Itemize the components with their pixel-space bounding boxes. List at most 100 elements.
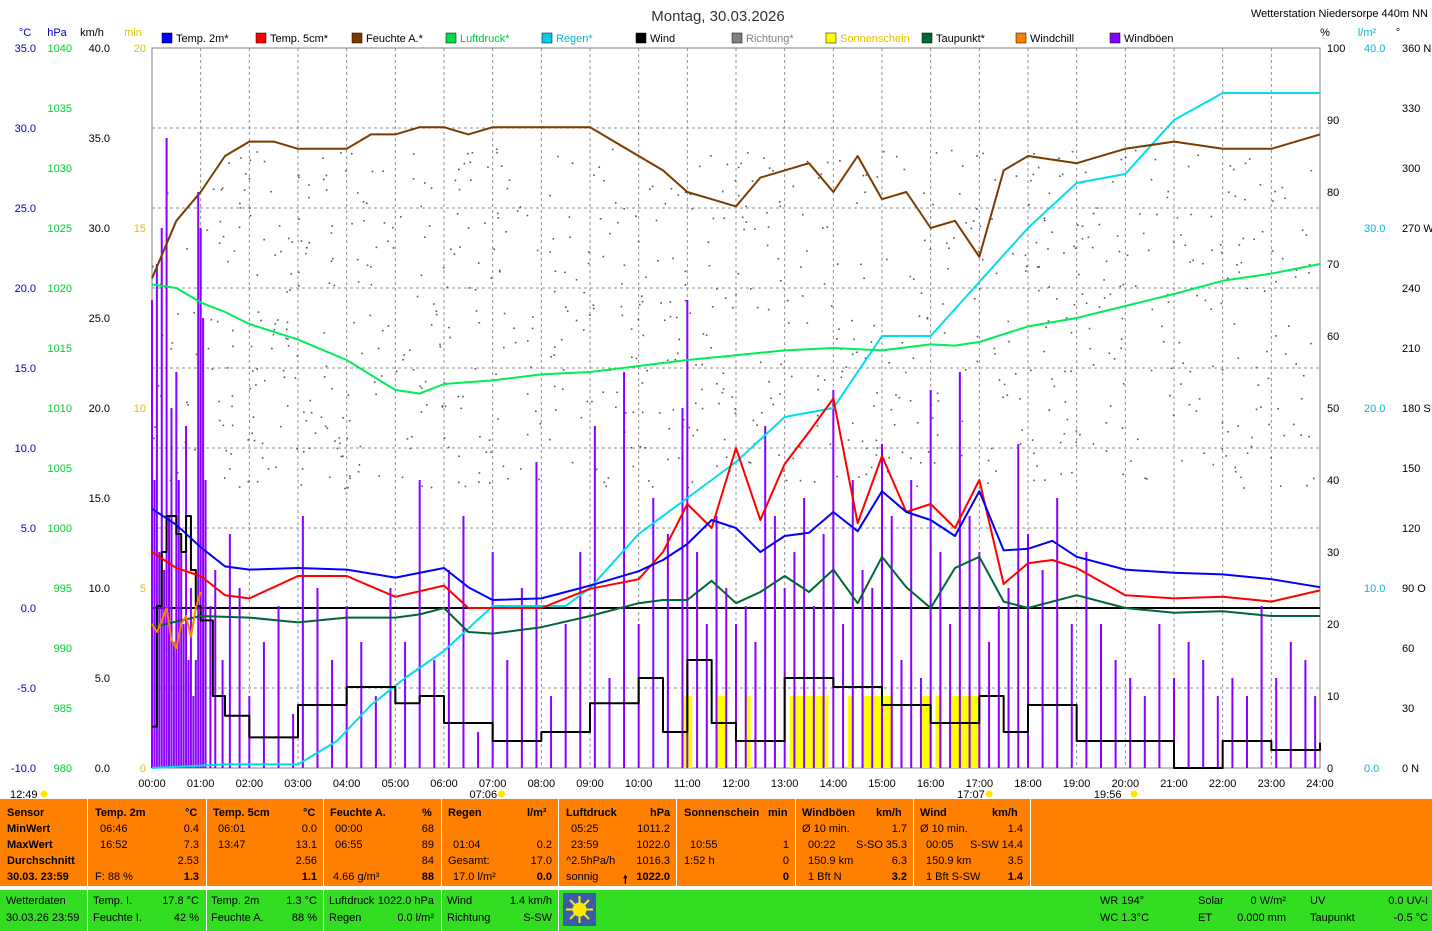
status-regen-label: Regen: [329, 912, 362, 924]
direction-dot: [206, 229, 209, 232]
direction-dot: [1003, 383, 1006, 386]
direction-dot: [323, 332, 326, 334]
windboeen-title: Windböen: [802, 807, 856, 819]
direction-dot: [221, 187, 224, 190]
direction-dot: [496, 151, 498, 154]
direction-dot: [688, 426, 691, 429]
direction-dot: [391, 226, 394, 229]
direction-dot: [270, 190, 272, 193]
direction-dot: [519, 468, 522, 470]
legend-label: Temp. 2m*: [176, 33, 229, 45]
regen-unit: l/m²: [527, 807, 547, 819]
direction-dot: [561, 388, 564, 390]
direction-dot: [227, 260, 229, 263]
direction-dot: [1255, 366, 1258, 369]
direction-dot: [890, 408, 893, 411]
direction-dot: [261, 457, 264, 459]
direction-dot: [768, 167, 771, 169]
direction-dot: [725, 456, 728, 458]
direction-dot: [726, 163, 729, 166]
x-tick-label: 09:00: [576, 778, 604, 790]
legend-label: Regen*: [556, 33, 593, 45]
windboeen-r1: 1.7: [891, 823, 907, 835]
direction-dot: [1048, 192, 1051, 195]
status-feuchte-a: 88 %: [291, 912, 317, 924]
direction-dot: [1178, 341, 1181, 344]
weather-chart: Montag, 30.03.2026 Wetterstation Nieders…: [10, 8, 1432, 799]
direction-dot: [300, 484, 303, 486]
direction-dot: [153, 437, 155, 440]
direction-dot: [411, 435, 413, 438]
feuchte-last: 88: [421, 871, 434, 883]
direction-dot: [568, 216, 571, 218]
direction-dot: [1122, 473, 1124, 476]
direction-dot: [1203, 452, 1206, 454]
direction-dot: [457, 395, 460, 398]
direction-dot: [490, 451, 492, 454]
direction-dot: [369, 314, 372, 317]
direction-dot: [1136, 438, 1139, 441]
status-uv: 0.0 UV-I: [1388, 895, 1428, 907]
direction-dot: [474, 288, 477, 291]
temp-tick-label: 25.0: [15, 203, 36, 215]
direction-dot: [1012, 252, 1014, 255]
direction-dot: [705, 334, 708, 337]
direction-dot: [1172, 414, 1175, 416]
direction-dot: [1281, 257, 1284, 260]
direction-dot: [712, 217, 715, 220]
direction-dot: [280, 250, 282, 253]
direction-dot: [263, 379, 266, 382]
direction-dot: [1198, 398, 1201, 400]
feuchte-avg: 84: [421, 855, 434, 867]
direction-dot: [1229, 165, 1232, 167]
status-temp2m-label: Temp. 2m: [211, 895, 260, 907]
direction-dot: [322, 157, 324, 159]
direction-dot: [248, 207, 251, 209]
direction-dot: [953, 237, 955, 239]
direction-dot: [648, 188, 651, 191]
direction-dot: [1255, 408, 1258, 411]
direction-dot: [348, 419, 351, 422]
direction-dot: [723, 438, 726, 441]
feuchte-title: Feuchte A.: [330, 807, 386, 819]
direction-dot: [876, 447, 879, 449]
y-axes: 35.0 30.0 25.0 20.0 15.0 10.0 5.0 0.0 -5.0 -10.0 1…: [11, 43, 1432, 775]
x-tick-label: 12:00: [722, 778, 750, 790]
direction-dot: [995, 470, 997, 473]
direction-dot: [330, 260, 333, 263]
direction-dot: [1048, 286, 1051, 288]
direction-dot: [345, 170, 347, 172]
direction-dot: [977, 250, 980, 253]
direction-dot: [471, 151, 474, 154]
deg-tick-label: 150: [1402, 463, 1420, 475]
direction-dot: [845, 366, 848, 368]
direction-dot: [526, 393, 529, 395]
direction-dot: [1173, 241, 1175, 243]
direction-dot: [232, 345, 234, 348]
direction-dot: [229, 468, 231, 470]
direction-dot: [420, 205, 423, 208]
direction-dot: [756, 306, 759, 309]
sun-marker-label: 19:56: [1094, 789, 1122, 799]
direction-dot: [751, 180, 754, 182]
direction-dot: [875, 454, 878, 456]
direction-dot: [692, 434, 695, 437]
direction-dot: [1150, 178, 1153, 181]
deg-tick-label: 300: [1402, 163, 1420, 175]
direction-dot: [569, 236, 571, 239]
direction-dot: [947, 268, 949, 270]
direction-dot: [1180, 234, 1182, 236]
direction-dot: [539, 422, 542, 425]
direction-dot: [630, 446, 633, 449]
direction-dot: [754, 228, 756, 230]
direction-dot: [1181, 459, 1183, 462]
direction-dot: [475, 310, 478, 312]
direction-dot: [392, 247, 395, 249]
status-et-label: ET: [1198, 912, 1213, 924]
direction-dot: [651, 486, 654, 488]
direction-dot: [780, 279, 782, 282]
direction-dot: [841, 370, 844, 373]
direction-dot: [641, 295, 643, 297]
direction-dot: [1300, 398, 1303, 400]
direction-dot: [696, 429, 699, 431]
